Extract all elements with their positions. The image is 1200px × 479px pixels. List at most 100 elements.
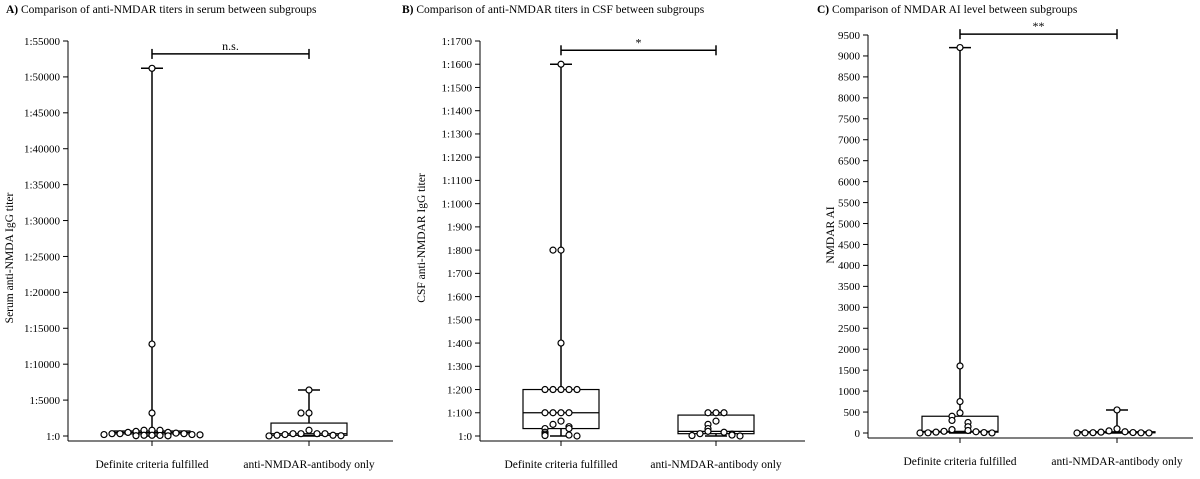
panel-b-data-point — [728, 431, 736, 439]
panel-a-data-point — [297, 430, 305, 438]
panel-b-data-point — [704, 409, 712, 417]
panel-c-data-point — [956, 362, 964, 370]
panel-c-y-tick-label: 0 — [855, 428, 861, 440]
panel-c-data-point — [956, 43, 964, 52]
panel-b-data-point — [557, 246, 565, 254]
panel-b-y-tick-label: 1:400 — [447, 338, 473, 350]
panel-a-data-point — [196, 431, 204, 439]
panel-c-data-point — [1113, 425, 1121, 433]
panel-c-y-tick-label: 6500 — [838, 155, 861, 167]
panel-c-y-tick-label: 8500 — [838, 72, 861, 84]
panel-b-data-point — [557, 60, 565, 68]
panel-c-data-point — [1121, 428, 1129, 436]
panel-a-significance-label: n.s. — [222, 39, 239, 53]
panel-b-data-point — [720, 409, 728, 417]
panel-a-data-point — [140, 431, 148, 439]
panel-a-data-point — [321, 430, 329, 438]
panel-b-y-tick-label: 1:1400 — [441, 106, 472, 118]
panel-a: A) Comparison of anti-NMDAR titers in se… — [4, 4, 393, 471]
panel-b-data-point — [688, 431, 696, 440]
panel-c-y-tick-label: 9500 — [838, 30, 861, 42]
panel-a-data-point — [148, 64, 156, 72]
panel-c-title-prefix: C) — [817, 4, 829, 16]
panel-c-data-point — [988, 429, 996, 437]
panel-a-group-2 — [265, 386, 348, 440]
panel-a-data-point — [281, 430, 289, 439]
panel-b-y-tick-label: 1:800 — [447, 245, 473, 257]
panel-a-data-point — [305, 409, 313, 417]
panel-c-category-label: anti-NMDAR-antibody only — [1051, 456, 1183, 468]
panel-a-data-point — [116, 430, 124, 438]
panel-a-data-point — [148, 431, 156, 439]
panel-c-data-point — [924, 429, 932, 437]
panel-c-data-point — [1137, 429, 1145, 437]
panel-b-y-tick-label: 1:1100 — [442, 175, 473, 187]
panel-c-data-point — [1097, 428, 1105, 436]
panel-b-y-tick-label: 1:0 — [458, 431, 473, 443]
panel-c-data-point — [1089, 429, 1097, 437]
panel-c-data-point — [1145, 429, 1153, 437]
panel-c-data-point — [940, 427, 948, 435]
panel-c-data-point — [980, 428, 988, 437]
panel-a-data-point — [148, 340, 156, 348]
panel-c-category-label: Definite criteria fulfilled — [903, 456, 1016, 468]
panel-b-data-point — [549, 409, 557, 417]
panel-c-y-tick-label: 3500 — [838, 281, 861, 293]
panel-a-data-point — [273, 431, 281, 439]
panel-c-y-tick-label: 4500 — [838, 239, 861, 251]
panel-b-data-point — [549, 420, 557, 428]
panel-a-data-point — [265, 432, 273, 440]
panel-a-group-1 — [100, 64, 204, 440]
panel-c-title-text: Comparison of NMDAR AI level between sub… — [832, 4, 1078, 16]
panel-b-y-tick-label: 1:1600 — [441, 59, 472, 71]
panel-b-y-tick-label: 1:300 — [447, 361, 473, 373]
panel-b-y-tick-label: 1:1300 — [441, 129, 472, 141]
panel-a-y-tick-label: 1:0 — [46, 431, 61, 443]
panel-b-data-point — [696, 430, 704, 438]
panel-c-data-point — [1073, 429, 1081, 437]
panel-b-category-label: anti-NMDAR-antibody only — [650, 459, 782, 471]
panel-a-box — [270, 422, 348, 436]
panel-b-data-point — [549, 385, 557, 394]
panel-b-data-point — [565, 424, 573, 433]
panel-a-category-label: anti-NMDAR-antibody only — [243, 459, 375, 471]
panel-a-y-tick-label: 1:25000 — [24, 251, 61, 263]
panel-a-category-label: Definite criteria fulfilled — [95, 459, 208, 471]
panel-a-y-tick-label: 1:35000 — [24, 179, 61, 191]
panel-a-data-point — [124, 428, 132, 437]
panel-b-data-point — [541, 431, 549, 440]
panel-a-title-text: Comparison of anti-NMDAR titers in serum… — [21, 4, 317, 16]
panel-a-data-point — [337, 432, 345, 440]
panel-b-data-point — [720, 428, 728, 436]
panel-a-data-point — [100, 430, 108, 439]
panel-b-data-point — [557, 339, 565, 347]
panel-a-y-tick-label: 1:10000 — [24, 359, 61, 371]
panel-b: B) Comparison of anti-NMDAR titers in CS… — [402, 4, 805, 471]
panel-c-data-point — [972, 428, 980, 436]
panel-c-data-point — [964, 426, 972, 435]
panel-b-data-point — [704, 427, 712, 435]
panel-b-data-point — [541, 409, 549, 417]
panel-b-data-point — [573, 432, 581, 440]
panel-a-y-tick-label: 1:50000 — [24, 72, 61, 84]
panel-b-data-point — [557, 385, 565, 394]
panel-c-data-point — [932, 428, 940, 436]
panel-a-data-point — [156, 431, 164, 440]
panel-a-data-point — [180, 430, 188, 438]
panel-b-data-point — [712, 409, 720, 417]
panel-c-y-tick-label: 2500 — [838, 323, 861, 335]
panel-a-data-point — [305, 426, 313, 434]
panel-b-y-tick-label: 1:1700 — [441, 36, 472, 48]
panel-a-title-prefix: A) — [6, 4, 18, 16]
panel-c-data-point — [916, 429, 924, 437]
panel-b-significance-label: * — [636, 35, 642, 49]
panel-c-data-point — [948, 426, 956, 434]
panel-c-data-point — [1113, 406, 1121, 414]
panel-a-y-axis-label: Serum anti-NMDA IgG titer — [4, 193, 16, 324]
panel-b-data-point — [712, 417, 720, 425]
panel-c-y-tick-label: 6000 — [838, 176, 861, 188]
panel-a-title: A) Comparison of anti-NMDAR titers in se… — [6, 4, 317, 16]
panel-b-y-tick-label: 1:1200 — [441, 152, 472, 164]
panel-c-data-point — [1105, 427, 1113, 435]
